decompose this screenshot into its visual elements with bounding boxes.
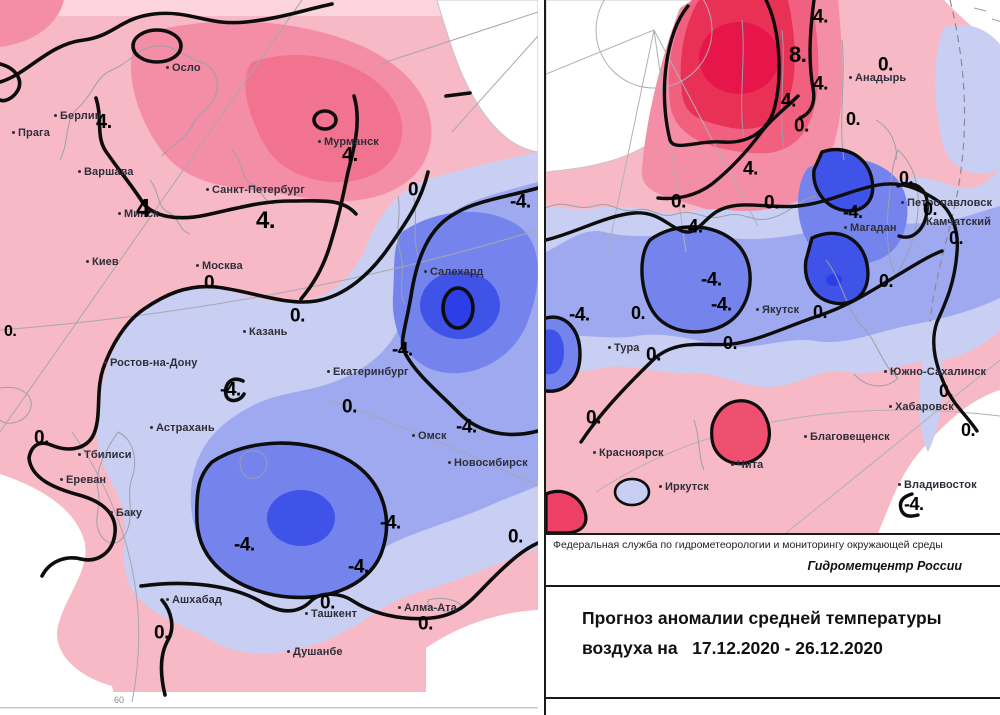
date-line-meridian <box>929 0 966 323</box>
warm-cell-southwest <box>546 489 588 533</box>
map-siberia: Анадырь Петропавловск Камчатский Магадан Яку… <box>546 0 1000 535</box>
warm-crimson-core <box>699 22 779 94</box>
map-siberia-svg <box>546 0 1000 533</box>
cold-core-central <box>641 226 751 332</box>
temperature-field <box>546 0 1000 533</box>
contour-lines <box>546 0 979 518</box>
temperature-field <box>0 0 538 715</box>
forecast-title-line2: воздуха на 17.12.2020 - 26.12.2020 <box>582 638 883 658</box>
forecast-caption-box: Прогноз аномалии средней температуры воз… <box>546 587 1000 699</box>
map-panel-europe: Осло Берлин Прага Варшава Минск Киев Москва Сан… <box>0 0 538 715</box>
map-europe-svg <box>0 0 538 715</box>
map-panel-siberia: Анадырь Петропавловск Камчатский Магадан Яку… <box>544 0 1000 715</box>
attribution-center: Гидрометцентр России <box>807 559 962 573</box>
contour-lines <box>0 2 538 697</box>
warm-cell-chita <box>710 399 771 466</box>
attribution-agency: Федеральная служба по гидрометеорологии … <box>553 539 943 551</box>
map-europe: Осло Берлин Прага Варшава Минск Киев Москва Сан… <box>0 0 538 715</box>
warm-area-northwest <box>0 0 64 47</box>
attribution-box: Федеральная служба по гидрометеорологии … <box>546 535 1000 587</box>
warm-core-scandinavia <box>245 54 403 183</box>
longitude-tick: 60 <box>114 695 125 705</box>
cold-chukotka-east <box>935 24 1000 174</box>
graticule <box>0 0 538 703</box>
coastlines <box>546 7 1000 471</box>
forecast-title-line1: Прогноз аномалии средней температуры <box>582 608 942 628</box>
cold-cell-irkutsk <box>613 477 651 507</box>
graticule <box>546 0 1000 533</box>
closed-anomaly-cells <box>546 399 771 533</box>
